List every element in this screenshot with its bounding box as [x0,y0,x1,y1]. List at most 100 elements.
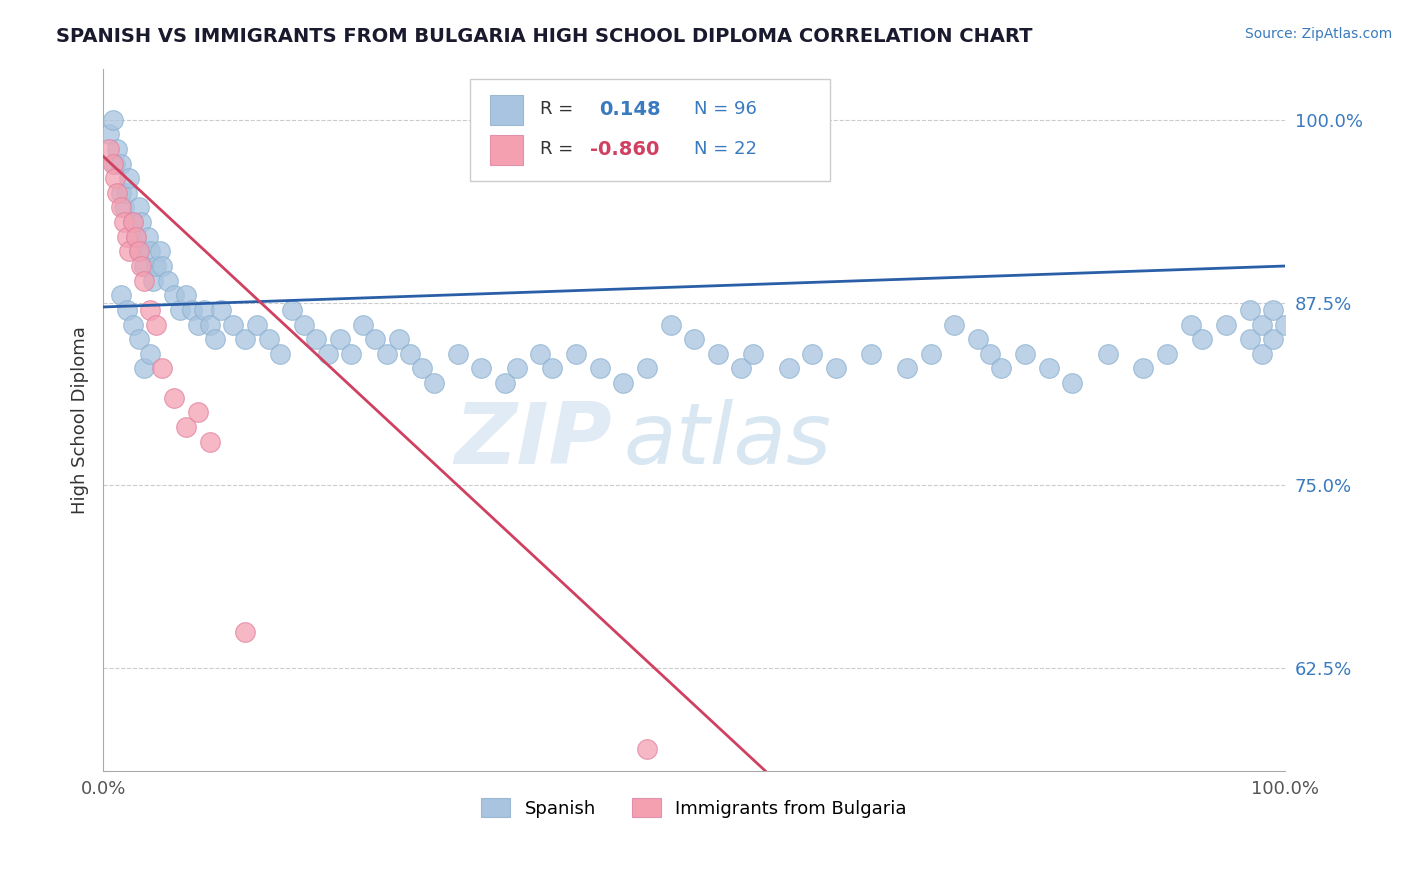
Point [340,347,363,361]
Point [636,361,658,376]
Text: Source: ZipAtlas.com: Source: ZipAtlas.com [1244,27,1392,41]
Point [105,186,128,200]
Point [966,332,988,346]
Point [1215,318,1237,332]
Point [375,347,398,361]
Point [943,318,966,332]
Point [246,318,269,332]
Point [730,361,752,376]
Point [388,332,411,346]
Point [742,347,765,361]
Point [115,186,138,200]
Point [979,347,1001,361]
Point [222,318,245,332]
Point [447,347,470,361]
Point [129,215,152,229]
Text: R =: R = [540,140,574,158]
Point [163,391,186,405]
Point [316,347,339,361]
Point [565,347,588,361]
Point [145,318,167,332]
Point [121,215,143,229]
Point [180,302,202,317]
Point [193,302,215,317]
Point [292,318,315,332]
Point [990,361,1012,376]
Point [920,347,942,361]
Point [1274,318,1296,332]
Point [470,361,492,376]
Point [659,318,682,332]
Point [112,215,135,229]
Point [110,288,132,302]
Point [328,332,350,346]
Point [1263,302,1285,317]
Text: N = 22: N = 22 [695,140,758,158]
Point [204,332,226,346]
Point [187,318,209,332]
Point [1263,332,1285,346]
Point [233,332,256,346]
Point [209,302,232,317]
Point [142,274,165,288]
Point [541,361,564,376]
Point [683,332,706,346]
Point [125,229,148,244]
Point [506,361,529,376]
Point [1250,318,1272,332]
Text: R =: R = [540,100,574,119]
Point [110,156,132,170]
Point [112,201,135,215]
Point [1132,361,1154,376]
Point [198,434,221,449]
Point [98,142,121,156]
Text: -0.860: -0.860 [591,140,659,159]
Point [115,302,138,317]
Point [128,244,150,259]
Point [110,186,132,200]
Text: SPANISH VS IMMIGRANTS FROM BULGARIA HIGH SCHOOL DIPLOMA CORRELATION CHART: SPANISH VS IMMIGRANTS FROM BULGARIA HIGH… [56,27,1033,45]
Point [125,229,148,244]
Point [136,229,159,244]
Point [187,405,209,419]
Point [707,347,730,361]
Point [129,259,152,273]
Point [305,332,328,346]
Point [101,156,124,170]
Point [257,332,280,346]
Point [860,347,883,361]
FancyBboxPatch shape [470,79,830,181]
Point [1062,376,1084,390]
Point [529,347,551,361]
Point [149,244,172,259]
Point [352,318,374,332]
Point [494,376,516,390]
Point [98,128,121,142]
Text: N = 96: N = 96 [695,100,756,119]
Point [198,318,221,332]
Y-axis label: High School Diploma: High School Diploma [72,326,89,514]
Point [157,274,180,288]
Point [411,361,433,376]
Point [636,741,658,756]
FancyBboxPatch shape [489,95,523,125]
Point [1239,332,1261,346]
Point [281,302,304,317]
Point [612,376,634,390]
Point [1191,332,1213,346]
Legend: Spanish, Immigrants from Bulgaria: Spanish, Immigrants from Bulgaria [474,791,914,825]
Point [145,259,167,273]
Point [110,201,132,215]
Point [423,376,446,390]
Point [1250,347,1272,361]
Point [801,347,824,361]
Text: ZIP: ZIP [454,400,612,483]
Point [1180,318,1202,332]
Point [150,259,173,273]
Point [118,244,141,259]
Point [115,229,138,244]
Point [825,361,848,376]
Point [139,244,162,259]
Point [778,361,800,376]
Point [1014,347,1036,361]
